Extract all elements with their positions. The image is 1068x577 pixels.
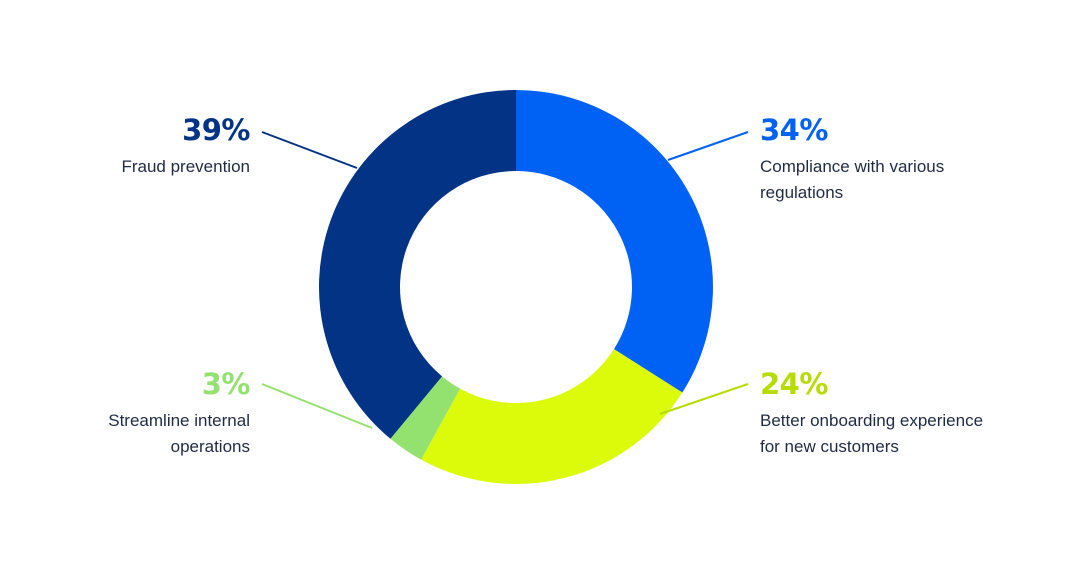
slice-percent-label: 39% bbox=[182, 113, 250, 147]
slice-percent-label: 24% bbox=[760, 367, 828, 401]
slice-percent-label: 3% bbox=[202, 367, 251, 401]
leader-line-4 bbox=[261, 131, 358, 169]
slice-labels: 34% Compliance with various regulations 24%… bbox=[108, 113, 983, 456]
slice-category-label: for new customers bbox=[760, 437, 899, 456]
leader-line-2 bbox=[659, 383, 749, 415]
slice-percent-label: 34% bbox=[760, 113, 828, 147]
slice-category-label: Fraud prevention bbox=[121, 157, 250, 176]
slice-category-label: Streamline internal bbox=[108, 411, 250, 430]
slice-category-label: regulations bbox=[760, 183, 843, 202]
donut-slice-1 bbox=[516, 90, 714, 393]
slice-category-label: Better onboarding experience bbox=[760, 411, 983, 430]
leader-line-3 bbox=[261, 383, 373, 429]
leader-line-1 bbox=[667, 131, 749, 161]
leader-lines bbox=[261, 131, 749, 429]
donut-slice-3 bbox=[390, 376, 461, 460]
donut-slices bbox=[318, 90, 714, 484]
slice-category-label: Compliance with various bbox=[760, 157, 944, 176]
slice-category-label: operations bbox=[171, 437, 250, 456]
donut-slice-2 bbox=[421, 349, 683, 484]
donut-slice-4 bbox=[318, 90, 516, 439]
